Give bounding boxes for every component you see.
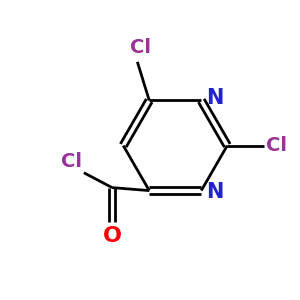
Text: Cl: Cl — [61, 152, 82, 171]
Text: O: O — [103, 226, 122, 246]
Text: Cl: Cl — [266, 136, 287, 155]
Text: Cl: Cl — [130, 38, 151, 57]
Text: N: N — [206, 88, 223, 108]
Text: N: N — [206, 182, 223, 202]
